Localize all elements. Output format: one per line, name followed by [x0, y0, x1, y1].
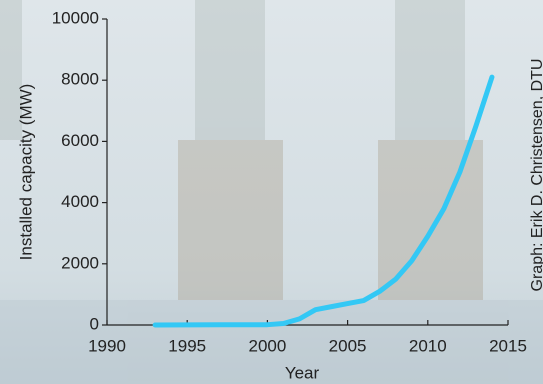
data-line — [152, 74, 495, 328]
x-tick-label: 2010 — [409, 336, 447, 355]
y-tick-label: 0 — [90, 314, 99, 333]
credit: Graph: Erik D. Christensen, DTU — [529, 59, 543, 292]
y-tick-label: 6000 — [61, 131, 99, 150]
y-tick-label: 2000 — [61, 253, 99, 272]
x-tick-label: 2015 — [489, 336, 527, 355]
y-tick-label: 4000 — [61, 192, 99, 211]
y-axis-label: Installed capacity (MW) — [16, 84, 35, 261]
x-axis-label: Year — [285, 363, 320, 382]
x-tick-label: 1990 — [88, 336, 126, 355]
x-tick-label: 1995 — [168, 336, 206, 355]
x-tick-label: 2000 — [248, 336, 286, 355]
y-tick-label: 8000 — [61, 70, 99, 89]
x-tick-label: 2005 — [329, 336, 367, 355]
y-tick-label: 10000 — [52, 8, 99, 27]
